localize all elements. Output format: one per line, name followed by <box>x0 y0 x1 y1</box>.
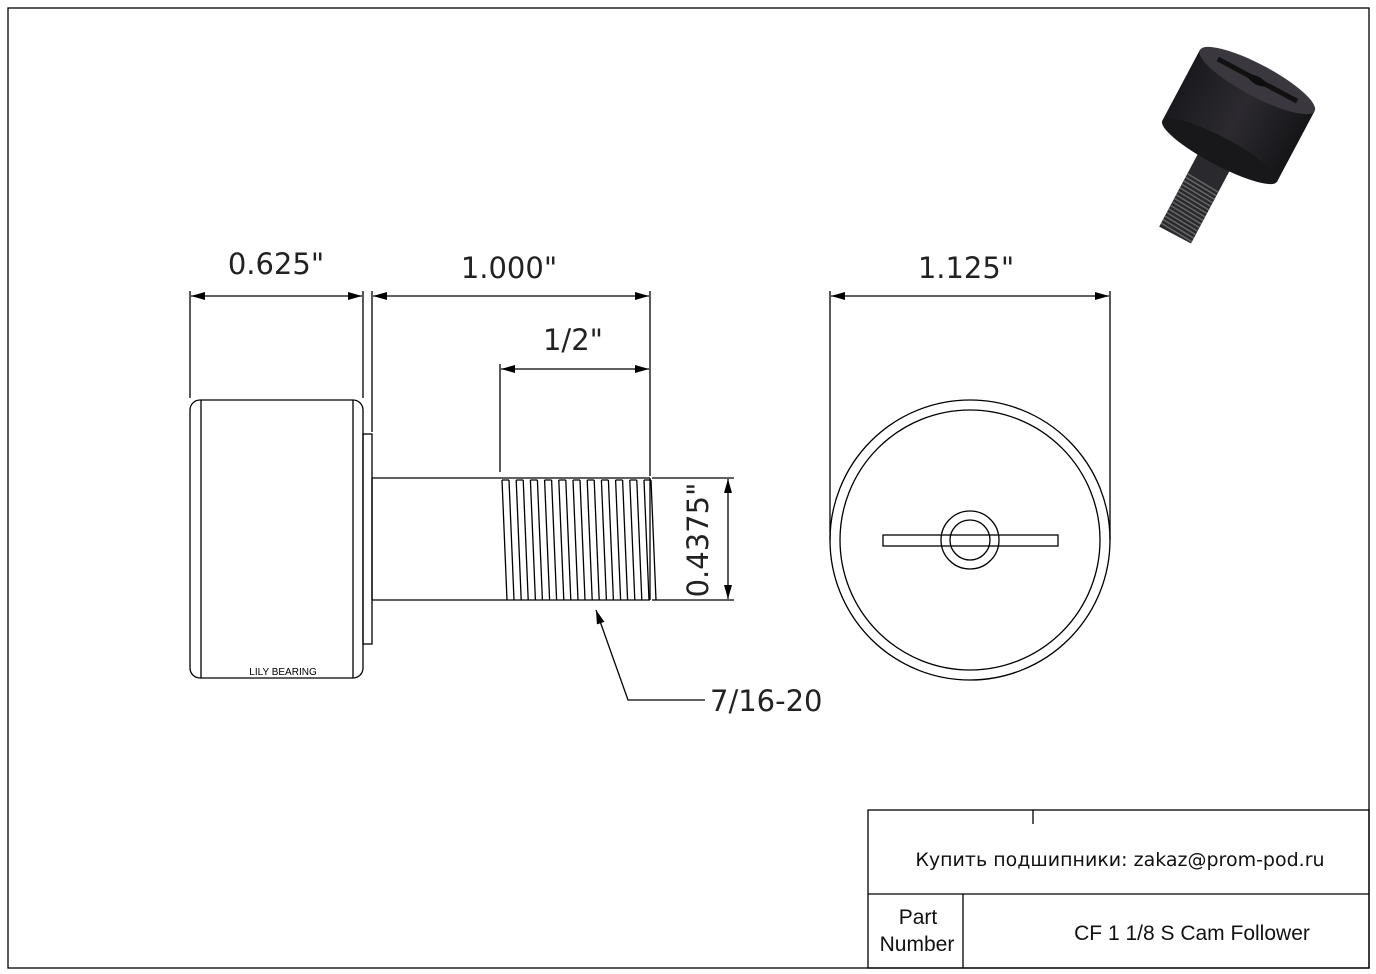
dimension-roller-width: 0.625" <box>189 247 364 398</box>
render-thread <box>1164 215 1197 236</box>
render-thread <box>1168 208 1200 229</box>
part-number-value: CF 1 1/8 S Cam Follower <box>1074 922 1310 945</box>
screwdriver-slot <box>882 534 1059 547</box>
render-thread <box>1185 176 1217 197</box>
thread-lines <box>500 477 657 601</box>
dimension-label: 1.125" <box>918 251 1014 285</box>
thread-section <box>500 477 657 601</box>
render-thread <box>1177 190 1210 211</box>
render-thread <box>1166 211 1198 232</box>
side-view: LILY BEARING <box>189 399 657 679</box>
render-thread <box>1162 218 1195 239</box>
render-thread <box>1179 187 1212 208</box>
drawing-border <box>7 7 1370 969</box>
dimension-thread-length: 1/2" <box>499 323 649 472</box>
dimension-stud-length: 1.000" <box>371 251 651 476</box>
part-label-number: Number <box>880 933 955 956</box>
title-block: Купить подшипники: zakaz@prom-pod.ru Par… <box>867 809 1370 969</box>
product-image <box>1159 46 1316 244</box>
contact-text: Купить подшипники: zakaz@prom-pod.ru <box>915 849 1324 871</box>
dimension-roller-diameter: 1.125" <box>829 251 1111 540</box>
render-thread <box>1160 222 1193 243</box>
render-thread <box>1170 204 1202 225</box>
roller-outline <box>189 399 364 679</box>
dimension-label: 0.4375" <box>681 483 715 598</box>
dimension-stud-diameter: 0.4375" <box>652 477 734 601</box>
dimension-label: 1.000" <box>461 251 557 285</box>
dimension-label: 0.625" <box>228 247 324 281</box>
render-thread <box>1186 172 1219 193</box>
front-view <box>829 399 1111 681</box>
render-thread <box>1175 194 1208 215</box>
roller-marking: LILY BEARING <box>249 667 317 678</box>
part-label: Part <box>899 906 938 929</box>
render-thread <box>1181 183 1213 204</box>
thread-callout: 7/16-20 <box>595 609 823 718</box>
render-thread <box>1183 180 1215 200</box>
flange <box>362 433 373 645</box>
render-thread <box>1173 197 1206 218</box>
thread-spec-label: 7/16-20 <box>710 684 823 718</box>
render-thread <box>1171 201 1204 222</box>
dimension-label: 1/2" <box>543 323 603 357</box>
